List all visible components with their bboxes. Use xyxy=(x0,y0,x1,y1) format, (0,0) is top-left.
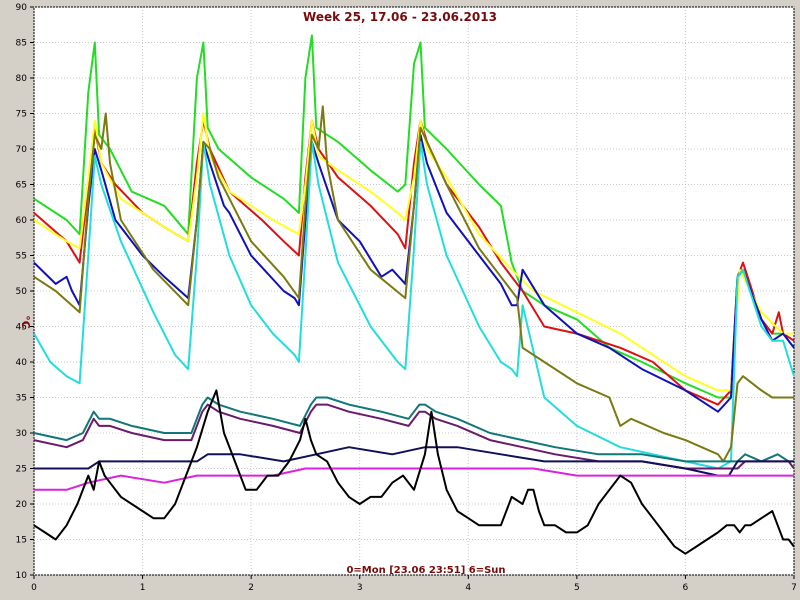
x-tick-label: 6 xyxy=(683,583,689,593)
x-tick-label: 5 xyxy=(574,583,580,593)
x-tick-label: 4 xyxy=(465,583,471,593)
y-tick-label: 55 xyxy=(16,252,27,262)
y-tick-label: 45 xyxy=(16,323,27,333)
y-tick-label: 90 xyxy=(16,3,28,13)
y-tick-label: 40 xyxy=(16,358,28,368)
series-line-4 xyxy=(33,133,795,413)
x-tick-label: 0 xyxy=(31,583,37,593)
series-line-1 xyxy=(33,34,795,399)
y-tick-label: 85 xyxy=(16,39,27,49)
x-tick-label: 7 xyxy=(791,583,797,593)
series-line-9 xyxy=(34,446,794,477)
series-line-3 xyxy=(33,112,794,392)
chart-footer: 0=Mon [23.06 23:51] 6=Sun xyxy=(346,565,505,576)
y-tick-label: 60 xyxy=(16,216,28,226)
series-line-11 xyxy=(33,389,795,555)
y-axis-label: °C xyxy=(19,315,32,329)
series-group xyxy=(33,34,795,555)
y-tick-label: 20 xyxy=(16,500,28,510)
series-line-5 xyxy=(33,140,795,470)
y-tick-label: 15 xyxy=(16,536,27,546)
y-tick-label: 75 xyxy=(16,110,27,120)
x-tick-label: 1 xyxy=(140,583,146,593)
series-line-6 xyxy=(33,105,794,463)
y-tick-label: 50 xyxy=(16,287,28,297)
y-tick-label: 70 xyxy=(16,145,28,155)
y-tick-label: 10 xyxy=(16,571,28,581)
x-tick-label: 2 xyxy=(248,583,254,593)
series-line-8 xyxy=(33,403,795,470)
y-tick-label: 80 xyxy=(16,74,28,84)
y-tick-label: 25 xyxy=(16,465,27,475)
y-tick-label: 30 xyxy=(16,429,28,439)
y-tick-label: 35 xyxy=(16,394,27,404)
series-line-7 xyxy=(33,396,794,463)
chart-title: Week 25, 17.06 - 23.06.2013 xyxy=(303,10,497,24)
y-axis-ticks: 10 15 20 25 30 35 40 45 50 55 60 65 70 75 80 85 90 xyxy=(16,3,34,581)
x-axis-ticks: 0 1 2 3 4 5 6 7 xyxy=(31,575,797,593)
x-tick-label: 3 xyxy=(357,583,363,593)
y-tick-label: 65 xyxy=(16,181,27,191)
series-line-10 xyxy=(34,467,794,491)
